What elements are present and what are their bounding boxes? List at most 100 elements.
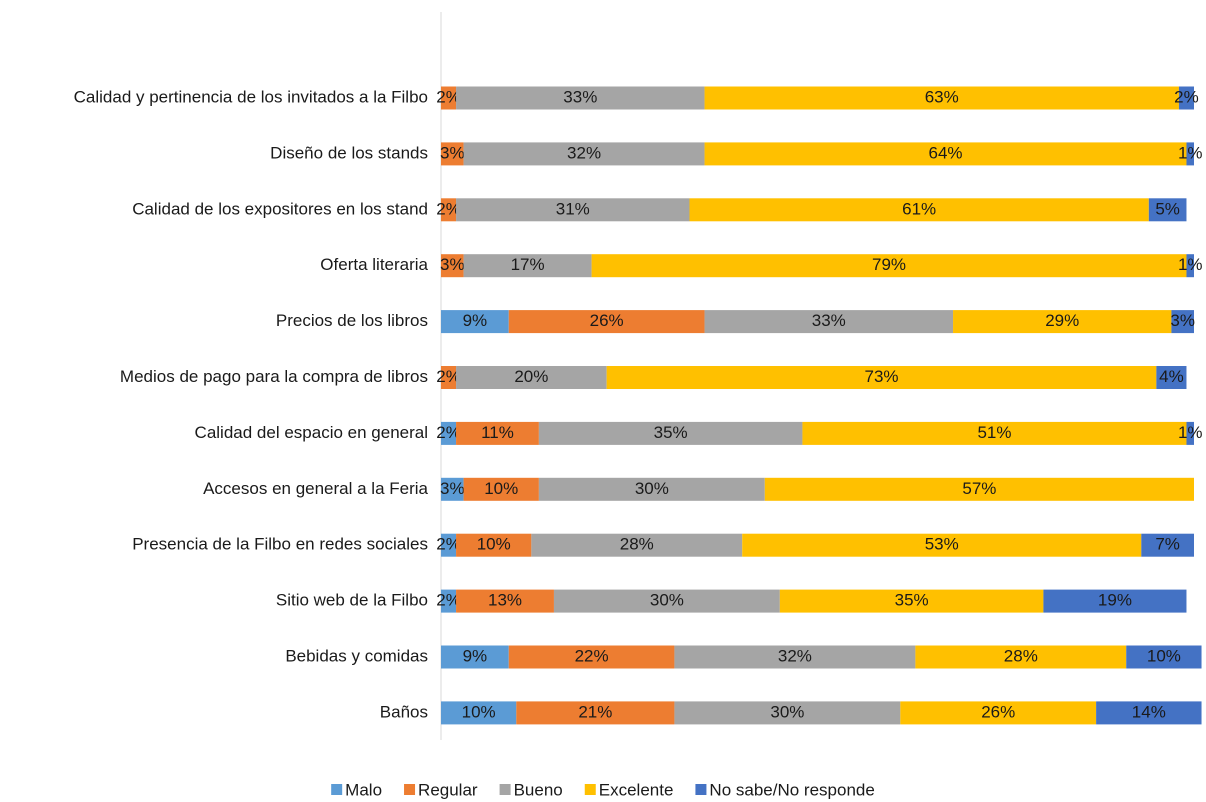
data-label: 5% [1155,199,1180,218]
bar-segment [441,589,457,613]
data-label: 10% [462,702,496,721]
bar-segment [1171,310,1194,334]
bar-segment [463,254,592,278]
data-label: 22% [575,646,609,665]
legend-label: Malo [345,780,382,799]
data-label: 61% [902,199,936,218]
category-label: Calidad del espacio en general [195,423,428,442]
bar-segment [1141,533,1194,557]
bar-segment [553,589,780,613]
data-label: 3% [440,479,465,498]
bar-segment [441,310,509,334]
legend-swatch [331,784,343,795]
bar-segment [704,86,1179,110]
data-label: 26% [981,702,1015,721]
data-label: 2% [436,535,461,554]
data-label: 53% [925,535,959,554]
data-label: 64% [928,143,962,162]
data-label: 19% [1098,591,1132,610]
data-label: 2% [436,87,461,106]
data-label: 63% [925,87,959,106]
legend-swatch [695,784,707,795]
data-label: 1% [1178,255,1203,274]
bar-segment [606,366,1157,389]
category-label: Bebidas y comidas [285,646,428,665]
bar-segment [704,142,1187,166]
data-label: 33% [563,87,597,106]
bar-segment [456,86,705,110]
data-label: 57% [962,479,996,498]
category-label: Sitio web de la Filbo [276,591,428,610]
bar-segment [441,254,464,278]
category-label: Calidad y pertinencia de los invitados a… [74,87,428,106]
bar-segment [1096,701,1202,725]
bar-segment [779,589,1044,613]
bar-segment [531,533,743,557]
bar-segment [441,645,509,669]
data-label: 4% [1159,367,1184,386]
bar-segment [953,310,1172,334]
category-label: Accesos en general a la Feria [203,479,428,498]
legend-label: No sabe/No responde [709,780,874,799]
data-label: 79% [872,255,906,274]
bar-segment [1156,366,1187,389]
data-label: 73% [864,367,898,386]
data-label: 3% [440,143,465,162]
data-label: 32% [567,143,601,162]
category-label: Oferta literaria [320,255,428,274]
data-label: 2% [436,199,461,218]
bar-segment [1186,421,1194,445]
data-label: 2% [436,367,461,386]
bar-segment [591,254,1187,278]
data-label: 21% [578,702,612,721]
data-label: 9% [463,646,488,665]
bar-segment [441,366,457,389]
bar-segment [900,701,1097,725]
bar-segment [674,701,901,725]
bar-segment [441,477,464,501]
data-label: 7% [1155,535,1180,554]
data-label: 32% [778,646,812,665]
data-label: 11% [481,423,514,442]
bar-segment [1186,142,1194,166]
category-label: Presencia de la Filbo en redes sociales [132,535,428,554]
data-label: 3% [440,255,465,274]
bar-segment [508,310,705,334]
data-label: 30% [770,702,804,721]
bar-segment [674,645,916,669]
data-label: 28% [1004,646,1038,665]
bar-segment [802,421,1187,445]
data-label: 35% [895,591,929,610]
data-label: 30% [650,591,684,610]
data-label: 1% [1178,423,1203,442]
data-label: 2% [436,591,461,610]
data-label: 51% [977,423,1011,442]
data-label: 3% [1170,311,1195,330]
data-label: 1% [1178,143,1203,162]
legend-swatch [404,784,416,795]
data-label: 10% [477,535,511,554]
bar-segment [1126,645,1202,669]
legend-label: Regular [418,780,478,799]
bar-segment [456,533,532,557]
bar-segment [704,310,954,334]
data-label: 26% [590,311,624,330]
bar-segment [1178,86,1194,110]
bar-segment [1043,589,1187,613]
category-label: Calidad de los expositores en los stand [132,199,428,218]
data-label: 35% [654,423,688,442]
category-label: Medios de pago para la compra de libros [120,367,428,386]
bar-segment [441,701,517,725]
category-label: Baños [380,702,428,721]
legend: Malo Regular Bueno Excelente No sabe/No resp… [331,780,875,799]
bar-segment [456,198,690,222]
bar-segment [1186,254,1194,278]
data-label: 13% [488,591,522,610]
bar-segment [689,198,1149,222]
bar-segment [538,477,765,501]
bar-segment [463,142,705,166]
data-label: 9% [463,311,488,330]
bar-segment [516,701,675,725]
category-label: Diseño de los stands [270,143,428,162]
